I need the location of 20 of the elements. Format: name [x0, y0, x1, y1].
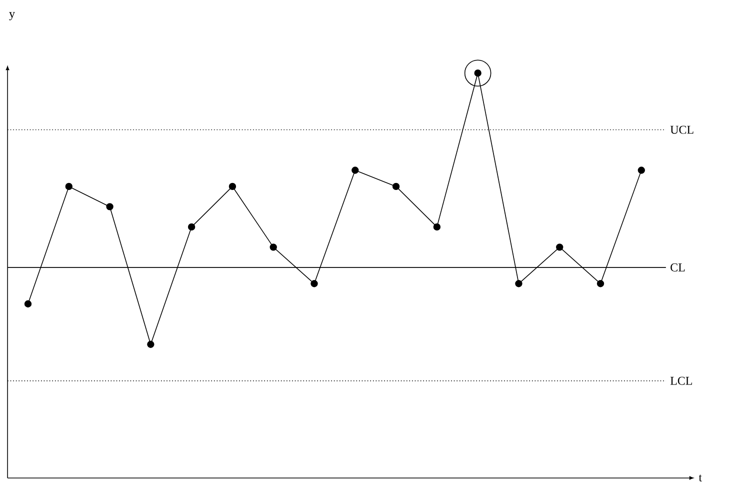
y-axis-title: y — [9, 12, 15, 20]
point — [270, 244, 277, 251]
ref-line-label: CL — [670, 263, 685, 272]
ref-line-label: LCL — [670, 376, 692, 385]
point — [147, 340, 154, 348]
point — [392, 182, 400, 190]
point — [310, 280, 318, 288]
point — [433, 223, 441, 231]
point — [596, 280, 604, 288]
point — [106, 203, 114, 210]
point — [65, 182, 72, 190]
point — [188, 223, 196, 231]
point — [515, 280, 522, 288]
point — [24, 300, 32, 308]
ref-line-label: UCL — [670, 126, 694, 134]
x-axis-title: t — [698, 474, 702, 482]
point — [352, 166, 359, 174]
point — [556, 244, 564, 251]
point — [228, 182, 236, 190]
point — [638, 166, 645, 174]
